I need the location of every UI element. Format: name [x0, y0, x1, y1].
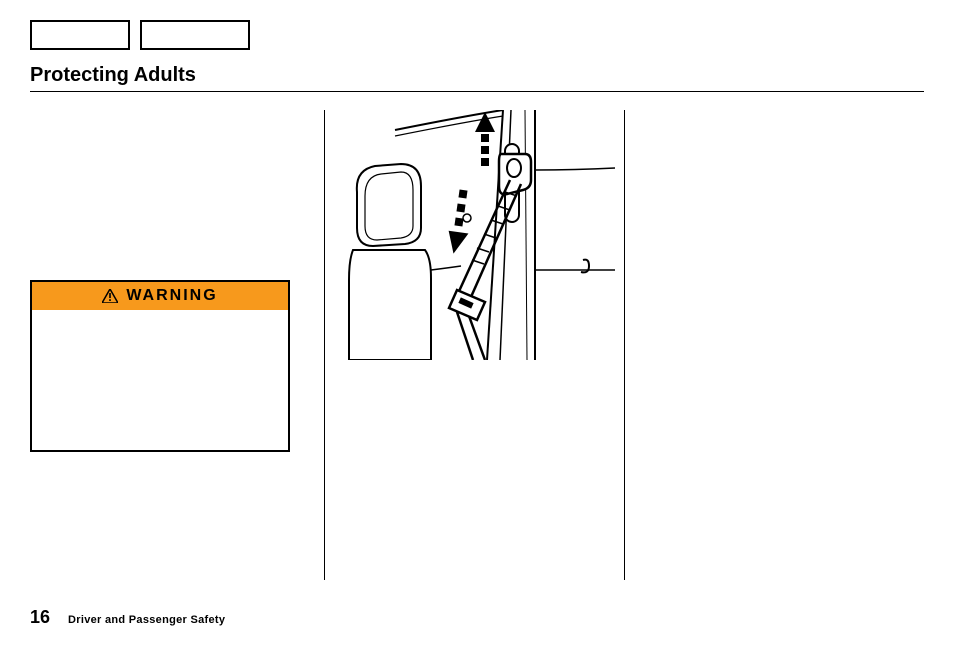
column-container: WARNING	[30, 110, 924, 580]
page: Protecting Adults WARNING	[0, 0, 954, 650]
warning-body	[32, 310, 288, 450]
page-heading: Protecting Adults	[30, 64, 924, 87]
column-2	[325, 110, 625, 580]
section-title: Driver and Passenger Safety	[68, 614, 225, 626]
nav-box-2[interactable]	[140, 20, 250, 50]
nav-box-1[interactable]	[30, 20, 130, 50]
warning-header: WARNING	[32, 282, 288, 310]
page-footer: 16 Driver and Passenger Safety	[30, 607, 225, 628]
warning-label: WARNING	[126, 287, 217, 305]
page-number: 16	[30, 607, 50, 628]
top-nav-boxes	[30, 20, 924, 50]
heading-rule	[30, 91, 924, 92]
column-3	[625, 110, 905, 580]
arrow-down-icon	[446, 189, 469, 255]
seatbelt-anchor-illustration	[335, 110, 615, 360]
warning-triangle-icon	[102, 289, 118, 303]
column-1: WARNING	[30, 110, 325, 580]
warning-box: WARNING	[30, 280, 290, 452]
